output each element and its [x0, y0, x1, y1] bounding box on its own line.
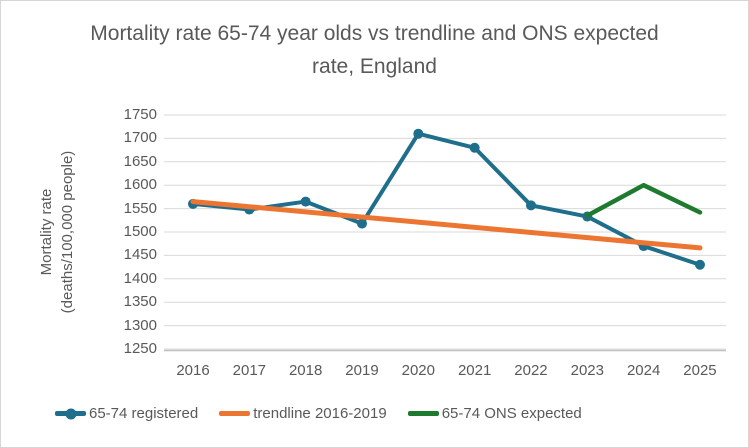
y-tick-label-1400: 1400: [123, 269, 157, 287]
series-line-65-74-ons-expected: [585, 182, 703, 218]
series-line-trendline-2016-2019: [190, 199, 703, 251]
y-tick-label-1300: 1300: [123, 316, 157, 334]
trendline-swatch: [219, 411, 251, 416]
y-tick-label-1600: 1600: [123, 176, 157, 194]
ons-expected-swatch: [407, 411, 439, 416]
series-line-65-74-registered: [191, 131, 702, 267]
legend-label-ons-expected: 65-74 ONS expected: [441, 405, 582, 422]
y-tick-label-1750: 1750: [123, 106, 157, 123]
x-tick-label-2023: 2023: [570, 362, 604, 379]
data-point-2022: [525, 200, 536, 211]
y-tick-label-1700: 1700: [123, 129, 157, 147]
legend-item-ons-expected: 65-74 ONS expected: [407, 405, 582, 422]
x-tick-label-2024: 2024: [626, 362, 661, 379]
x-tick-label-2022: 2022: [514, 362, 548, 379]
legend-label-registered: 65-74 registered: [89, 405, 199, 422]
y-tick-label-1500: 1500: [123, 223, 157, 240]
y-tick-label-1650: 1650: [123, 152, 157, 170]
x-tick-label-2018: 2018: [288, 362, 323, 379]
legend-label-trendline: trendline 2016-2019: [253, 405, 387, 422]
data-point-2019: [356, 218, 367, 229]
x-tick-label-2021: 2021: [457, 362, 492, 379]
registered-marker-dot: [65, 408, 76, 419]
y-tick-label-1450: 1450: [123, 246, 157, 264]
chart-title: Mortality rate 65-74 year olds vs trendl…: [90, 22, 659, 78]
registered-line-swatch: [55, 408, 86, 419]
legend-item-registered: 65-74 registered: [55, 405, 198, 422]
x-tick-label-2020: 2020: [401, 362, 435, 379]
y-tick-label-1350: 1350: [123, 293, 157, 311]
data-point-2021: [469, 142, 480, 153]
data-point-2025: [694, 259, 705, 270]
data-point-2020: [413, 128, 424, 139]
y-tick-label-1550: 1550: [123, 199, 157, 217]
x-tick-label-2025: 2025: [683, 362, 717, 379]
legend: 65-74 registered trendline 2016-2019 65-…: [55, 405, 582, 422]
data-point-2018: [300, 196, 311, 207]
x-tick-label-2016: 2016: [176, 362, 210, 379]
y-tick-label-1250: 1250: [123, 340, 157, 357]
x-tick-label-2017: 2017: [232, 362, 267, 379]
legend-item-trendline: trendline 2016-2019: [219, 405, 387, 422]
x-tick-label-2019: 2019: [345, 362, 379, 379]
